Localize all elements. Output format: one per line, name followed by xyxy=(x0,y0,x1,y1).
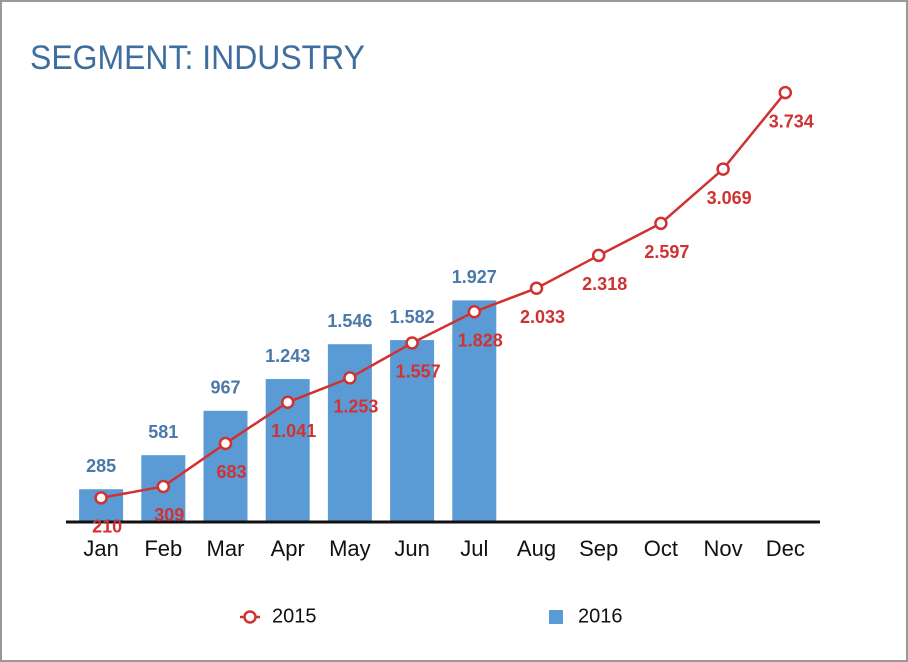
point-label: 210 xyxy=(92,517,122,537)
bar xyxy=(452,300,497,522)
point xyxy=(94,491,108,505)
point-label: 3.734 xyxy=(769,111,814,131)
x-tick-label: Nov xyxy=(704,536,743,561)
line xyxy=(100,91,787,500)
point xyxy=(343,371,357,385)
x-tick-label: Jan xyxy=(83,536,118,561)
bar-label: 1.927 xyxy=(452,267,497,287)
x-tick-label: Mar xyxy=(207,536,245,561)
bar-label: 285 xyxy=(86,456,116,476)
point xyxy=(218,436,233,451)
x-tick-label: Feb xyxy=(144,536,182,561)
bar-label: 1.243 xyxy=(265,346,310,366)
point-label: 2.597 xyxy=(644,242,689,262)
point-label: 683 xyxy=(216,462,246,482)
point-label: 1.557 xyxy=(396,362,441,382)
x-tick-label: Jul xyxy=(460,536,488,561)
x-tick-label: Jun xyxy=(394,536,429,561)
point-label: 2.033 xyxy=(520,307,565,327)
point xyxy=(280,395,295,410)
legend-label: 2015 xyxy=(272,605,317,627)
point-label: 2.318 xyxy=(582,274,627,294)
point-label: 1.253 xyxy=(333,397,378,417)
point-label: 3.069 xyxy=(707,188,752,208)
point-label: 1.828 xyxy=(458,331,503,351)
point xyxy=(591,248,606,263)
x-tick-label: Dec xyxy=(766,536,805,561)
bar-label: 967 xyxy=(210,378,240,398)
bar-label: 1.582 xyxy=(390,307,435,327)
point xyxy=(654,216,668,231)
x-tick-label: Oct xyxy=(644,536,678,561)
point xyxy=(156,479,171,494)
point-label: 309 xyxy=(154,505,184,525)
point-label: 1.041 xyxy=(271,421,316,441)
bar xyxy=(203,410,248,522)
x-tick-label: Sep xyxy=(579,536,618,561)
point xyxy=(405,336,419,350)
legend-label: 2016 xyxy=(578,605,623,627)
chart-title: SEGMENT: INDUSTRY xyxy=(30,39,365,77)
x-tick-label: May xyxy=(329,536,371,561)
point xyxy=(716,162,730,176)
point xyxy=(529,281,544,295)
x-tick-label: Apr xyxy=(271,536,305,561)
legend-marker xyxy=(243,610,257,624)
legend-marker xyxy=(549,610,563,624)
bar-label: 581 xyxy=(148,422,178,442)
x-tick-label: Aug xyxy=(517,536,556,561)
bar xyxy=(390,340,435,522)
bar xyxy=(327,344,372,522)
bar-label: 1.546 xyxy=(327,311,372,331)
point xyxy=(467,305,482,319)
point xyxy=(778,85,793,100)
